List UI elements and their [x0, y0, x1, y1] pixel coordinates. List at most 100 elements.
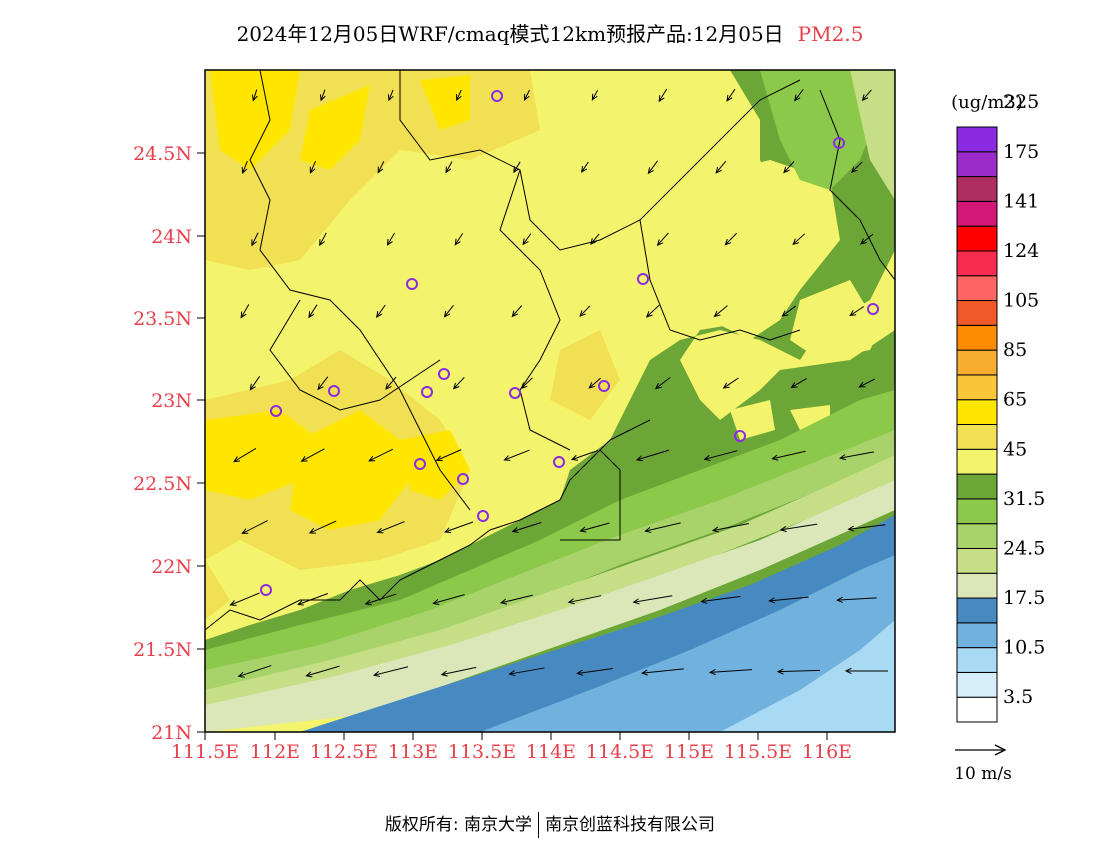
legend-swatch: [956, 176, 998, 202]
wind-arrowhead: [847, 525, 855, 532]
wind-arrowhead: [783, 166, 790, 174]
wind-arrowhead: [656, 239, 664, 246]
title-main: 2024年12月05日WRF/cmaq模式12km预报产品:12月05日: [236, 22, 784, 46]
wind-arrow: [376, 304, 386, 318]
wind-arrow: [783, 161, 795, 173]
wind-arrowhead: [768, 597, 776, 604]
wind-arrow: [646, 304, 660, 318]
wind-arrow: [436, 449, 462, 461]
legend-swatch: [956, 225, 998, 252]
wind-arrow: [453, 377, 465, 389]
legend-swatch: [956, 399, 998, 426]
wind-arrow: [306, 665, 340, 677]
wind-arrowhead: [308, 528, 316, 534]
lat-tick-label: 23.5N: [133, 308, 192, 330]
lon-tick-label: 115.5E: [724, 741, 792, 763]
footer-separator: [538, 812, 540, 838]
wind-scale-arrowhead: [994, 744, 1007, 756]
wind-arrow: [509, 667, 545, 675]
wind-arrowhead: [790, 382, 798, 389]
coastline: [205, 419, 651, 631]
wind-arrowhead: [300, 456, 308, 462]
wind-arrowhead: [635, 455, 644, 462]
lon-tick-label: 115E: [664, 741, 714, 763]
wind-arrowhead: [385, 383, 392, 390]
wind-arrow: [240, 304, 250, 318]
legend-swatch: [956, 374, 998, 401]
station-marker: [421, 386, 433, 398]
wind-arrowhead: [647, 167, 654, 175]
station-marker: [833, 137, 845, 149]
station-marker: [260, 584, 272, 596]
pm25-zone-bright-w2: [290, 410, 410, 530]
wind-arrow: [645, 522, 681, 532]
pm25-zone-darkyellow-coast: [205, 560, 230, 620]
pm25-zone-medgreen-ne: [760, 70, 880, 190]
wind-arrow: [387, 232, 395, 246]
station-marker: [270, 405, 282, 417]
wind-arrowhead: [632, 598, 640, 605]
legend-unit: (ug/m3): [951, 92, 1023, 113]
pm25-zone-bright-nw2: [300, 85, 370, 170]
wind-arrow: [522, 233, 532, 245]
wind-arrow: [513, 161, 521, 173]
legend-swatch: [956, 300, 998, 326]
wind-arrowhead: [372, 671, 381, 677]
wind-arrowhead: [229, 600, 237, 606]
wind-arrow: [309, 161, 317, 173]
wind-arrow: [704, 450, 738, 460]
station-marker: [553, 456, 565, 468]
wind-arrow: [657, 232, 669, 246]
legend-label: 65: [1003, 389, 1027, 411]
wind-arrow: [368, 448, 394, 462]
boundary-northeast: [819, 89, 895, 281]
legend-swatch: [956, 498, 998, 525]
legend-label: 124: [1003, 240, 1039, 262]
legend-swatch: [956, 200, 998, 227]
map-title: 2024年12月05日WRF/cmaq模式12km预报产品:12月05日 PM2.…: [0, 18, 1100, 47]
pm25-zone-bright-n: [420, 75, 470, 130]
wind-arrowhead: [850, 166, 858, 173]
wind-arrowhead: [726, 94, 733, 102]
wind-arrowhead: [794, 94, 801, 102]
wind-arrow: [791, 378, 807, 388]
legend-swatch: [956, 151, 998, 178]
wind-arrow: [444, 521, 474, 533]
wind-arrowhead: [308, 311, 315, 319]
boundary-west: [249, 70, 471, 511]
wind-arrowhead: [319, 239, 325, 247]
wind-arrowhead: [839, 454, 847, 461]
wind-scale-label: 10 m/s: [954, 764, 1012, 784]
wind-arrow: [715, 160, 727, 174]
latitude-axis: 24.5N 24N 23.5N 23N 22.5N 22N 21.5N 21N: [133, 143, 205, 744]
lon-tick-label: 113.5E: [448, 741, 516, 763]
wind-arrowhead: [576, 669, 584, 676]
wind-arrow: [571, 450, 599, 460]
pm25-field: [205, 70, 895, 732]
boundary-southwest: [269, 299, 441, 411]
legend-swatch: [956, 275, 998, 302]
lon-tick-label: 113E: [388, 741, 438, 763]
legend-label: 45: [1003, 438, 1027, 460]
title-species: PM2.5: [797, 22, 864, 46]
legend-swatch: [956, 473, 998, 500]
wind-arrow: [252, 89, 258, 101]
wind-arrowhead: [317, 383, 324, 391]
legend-label: 24.5: [1003, 537, 1045, 559]
station-marker: [406, 278, 418, 290]
wind-arrow: [658, 88, 668, 102]
wind-arrow: [862, 89, 872, 101]
lat-tick-label: 22.5N: [133, 473, 192, 495]
legend-swatch: [956, 349, 998, 376]
wind-arrowhead: [520, 382, 528, 390]
wind-arrowhead: [713, 310, 721, 318]
wind-arrow: [433, 594, 465, 604]
station-marker: [867, 303, 879, 315]
lon-tick-label: 114.5E: [586, 741, 654, 763]
wind-arrowhead: [513, 166, 520, 174]
wind-arrowhead: [376, 311, 383, 318]
wind-arrowhead: [658, 95, 665, 103]
wind-arrow: [590, 233, 600, 245]
wind-arrow: [500, 594, 534, 604]
